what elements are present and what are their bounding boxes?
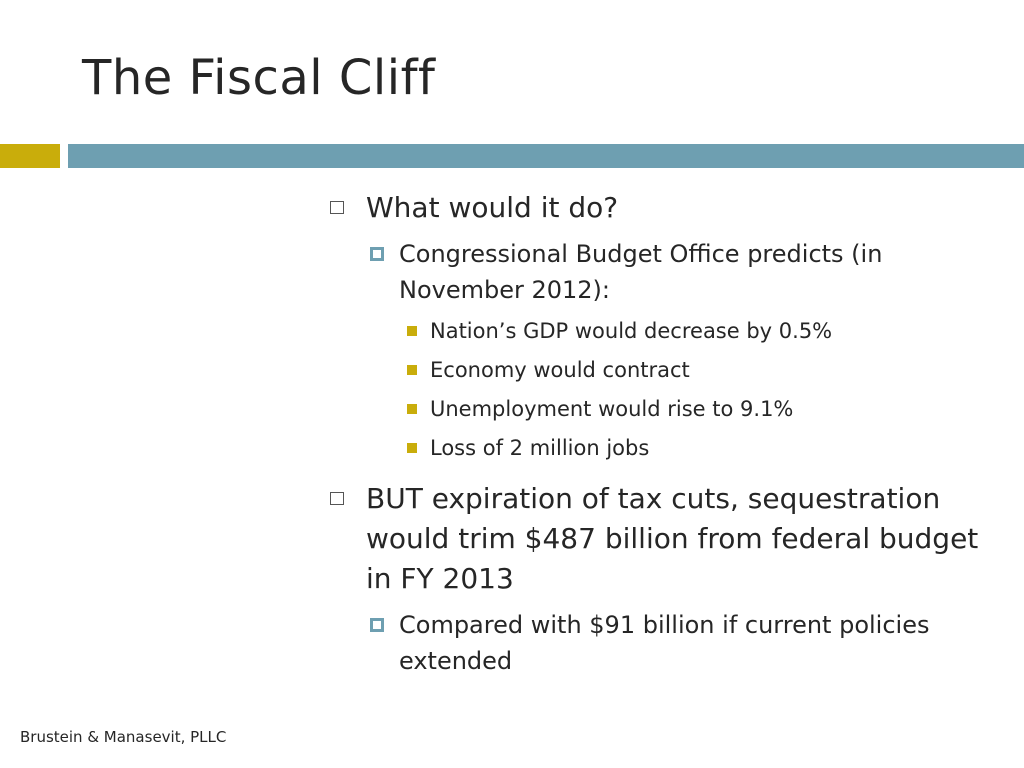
bullet-level3: Loss of 2 million jobs [407, 433, 986, 463]
bullet-level3: Unemployment would rise to 9.1% [407, 394, 986, 424]
framed-square-bullet-icon [370, 247, 384, 261]
bullet-text: Nation’s GDP would decrease by 0.5% [430, 319, 833, 343]
filled-square-bullet-icon [407, 326, 417, 336]
bullet-text: Compared with $91 billion if current pol… [399, 611, 930, 675]
teal-accent-bar [68, 144, 1024, 168]
bullet-text: Unemployment would rise to 9.1% [430, 397, 794, 421]
filled-square-bullet-icon [407, 404, 417, 414]
bullet-text: Loss of 2 million jobs [430, 436, 650, 460]
bullet-text: What would it do? [366, 191, 619, 224]
bullet-level2: Compared with $91 billion if current pol… [370, 607, 986, 679]
gold-accent-bar [0, 144, 60, 168]
bullet-text: Congressional Budget Office predicts (in… [399, 240, 883, 304]
bullet-level1: What would it do? [326, 188, 986, 228]
filled-square-bullet-icon [407, 365, 417, 375]
hollow-square-bullet-icon [330, 492, 344, 505]
slide-title: The Fiscal Cliff [82, 50, 436, 106]
bullet-text: BUT expiration of tax cuts, sequestratio… [366, 482, 979, 595]
slide-content: What would it do? Congressional Budget O… [326, 188, 986, 687]
hollow-square-bullet-icon [330, 201, 344, 214]
filled-square-bullet-icon [407, 443, 417, 453]
footer-company-name: Brustein & Manasevit, PLLC [20, 728, 227, 746]
bullet-level2: Congressional Budget Office predicts (in… [370, 236, 986, 308]
bullet-level1: BUT expiration of tax cuts, sequestratio… [326, 479, 986, 599]
framed-square-bullet-icon [370, 618, 384, 632]
bullet-text: Economy would contract [430, 358, 690, 382]
bullet-level3: Economy would contract [407, 355, 986, 385]
bullet-level3: Nation’s GDP would decrease by 0.5% [407, 316, 986, 346]
